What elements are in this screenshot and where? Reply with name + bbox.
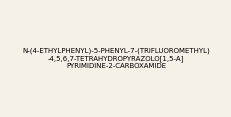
Text: N-(4-ETHYLPHENYL)-5-PHENYL-7-(TRIFLUOROMETHYL)
-4,5,6,7-TETRAHYDROPYRAZOLO[1,5-A: N-(4-ETHYLPHENYL)-5-PHENYL-7-(TRIFLUOROM… [22,48,209,69]
